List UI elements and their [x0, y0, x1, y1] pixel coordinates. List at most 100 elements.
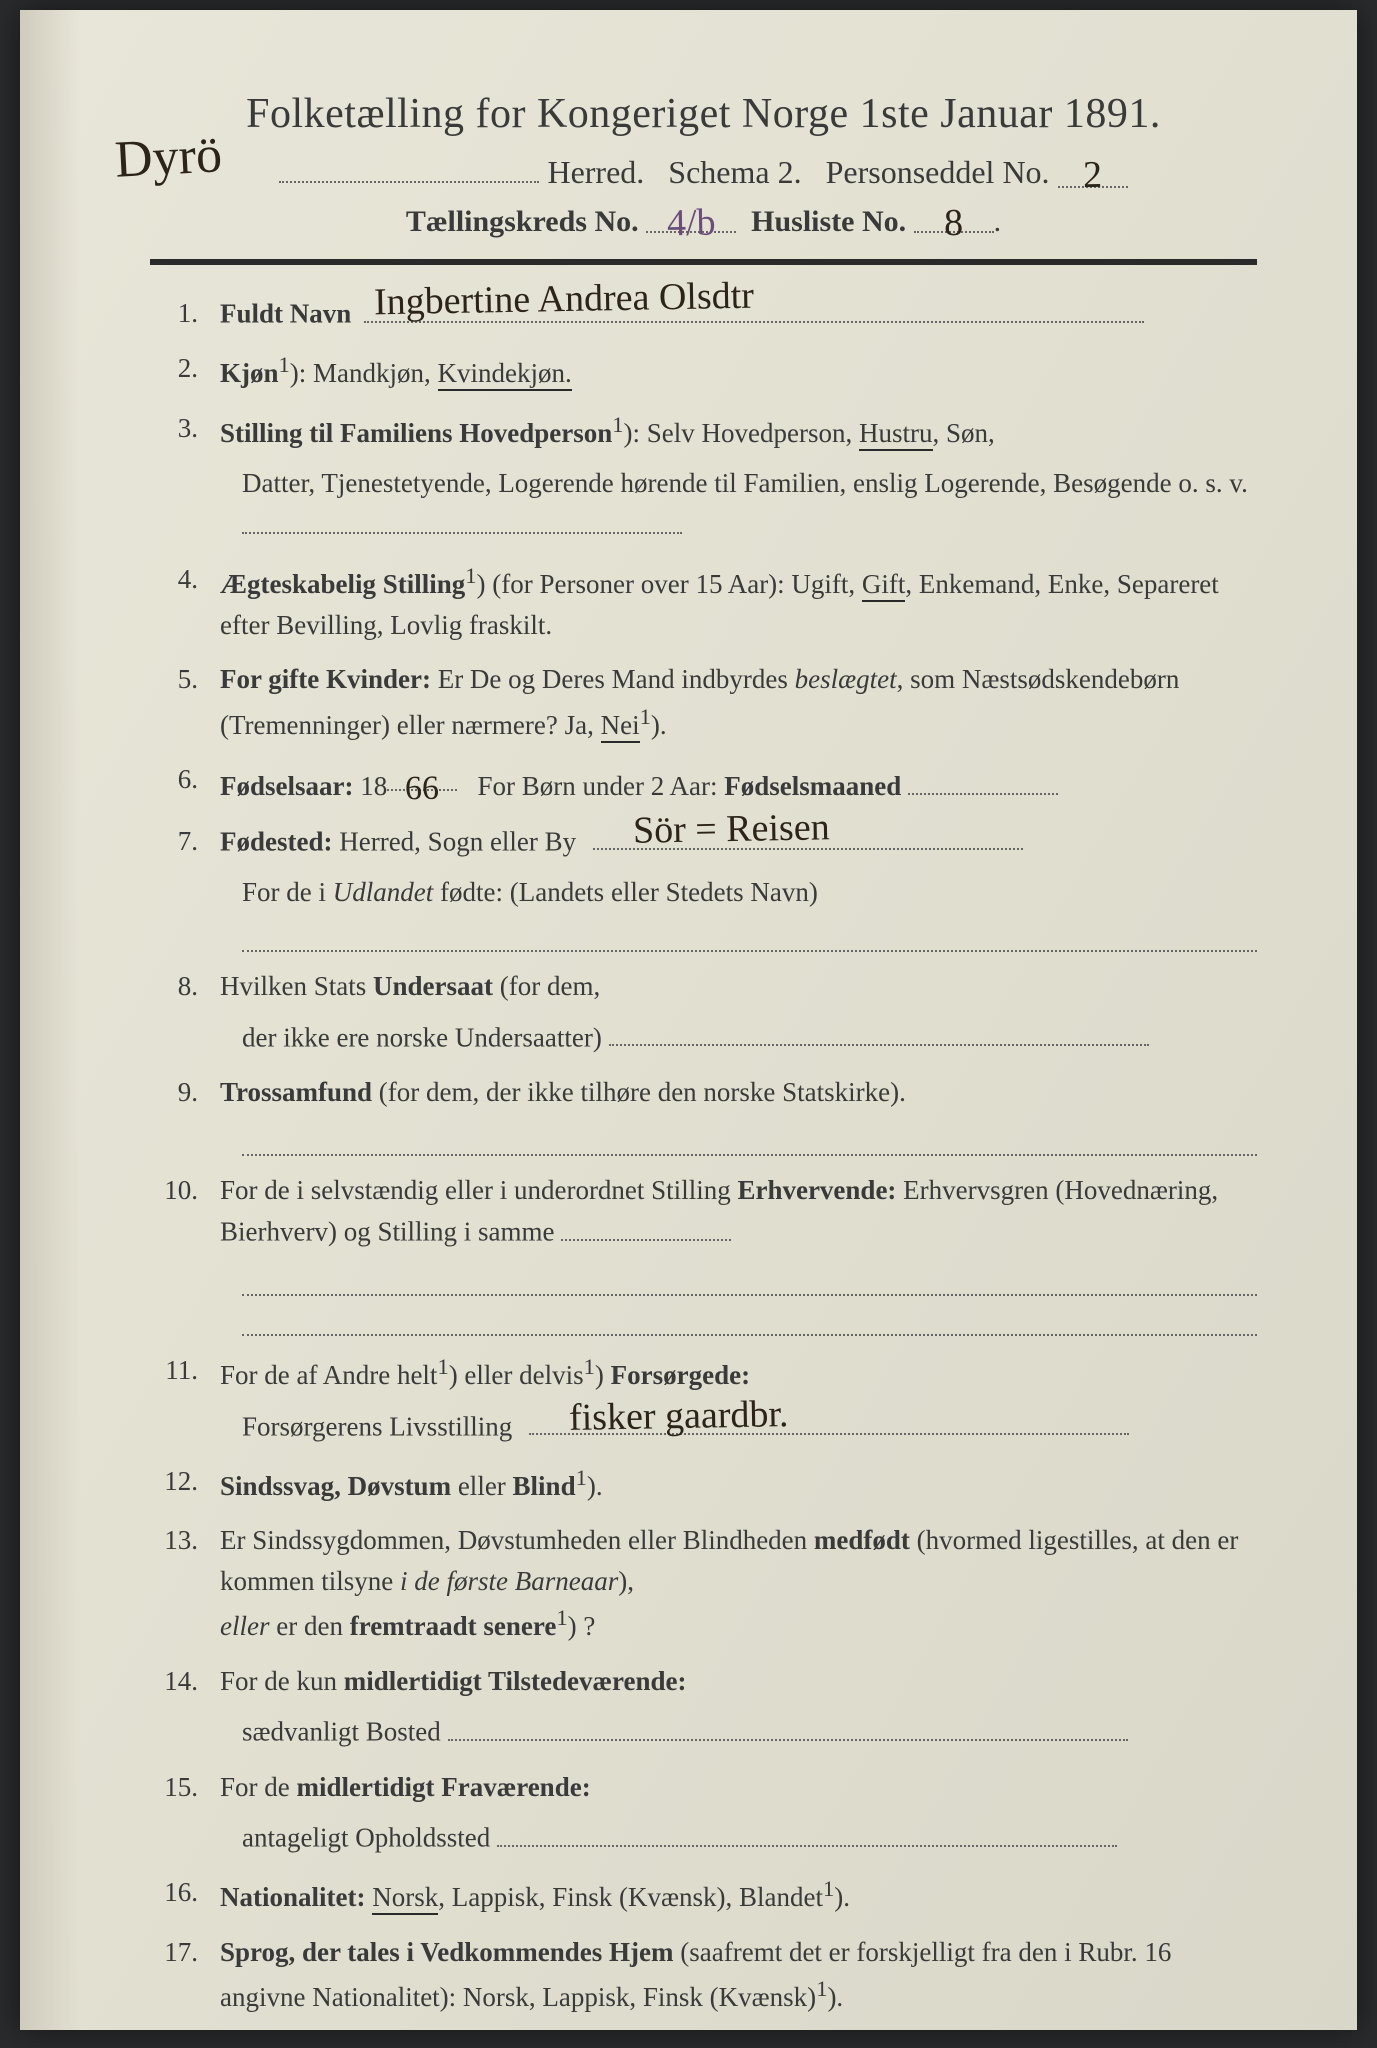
item-5: 5. For gifte Kvinder: Er De og Deres Man… [150, 659, 1257, 745]
label-fodselsmaaned: Fødselsmaaned [724, 771, 901, 801]
text: For de [220, 1772, 290, 1802]
label-medfodt: medfødt [814, 1525, 910, 1555]
header-line-1: Herred. Schema 2. Personseddel No. 2 [150, 148, 1257, 191]
item-8: 8. Hvilken Stats Undersaat (for dem, [150, 966, 1257, 1007]
selected-norsk: Norsk [372, 1882, 438, 1915]
text: Hvilken Stats [220, 971, 366, 1001]
item-1: 1. Fuldt Navn Ingbertine Andrea Olsdtr [150, 293, 1257, 334]
text: ), [618, 1566, 634, 1596]
text: sædvanligt Bosted [242, 1717, 441, 1747]
blank-dotted-row [242, 918, 1257, 952]
item-num: 14. [150, 1661, 220, 1702]
label-nationalitet: Nationalitet: [220, 1882, 365, 1912]
item-7-cont: For de i Udlandet fødte: (Landets eller … [242, 872, 1257, 913]
item-num: 11. [150, 1350, 220, 1391]
item-num: 13. [150, 1520, 220, 1561]
label-fremtraadt: fremtraadt senere [350, 1611, 557, 1641]
item-num: 4. [150, 559, 220, 600]
item-14: 14. For de kun midlertidigt Tilstedevære… [150, 1661, 1257, 1702]
sup: 1 [437, 1354, 448, 1379]
text: For de i selvstændig eller i underordnet… [220, 1175, 731, 1205]
label-kjon: Kjøn [220, 358, 279, 388]
label-sprog: Sprog, der tales i Vedkommendes Hjem [220, 1937, 674, 1967]
text: Datter, Tjenestetyende, Logerende hørend… [242, 468, 1248, 498]
item-14-cont: sædvanligt Bosted [242, 1711, 1257, 1752]
item-12: 12. Sindssvag, Døvstum eller Blind1). [150, 1461, 1257, 1507]
item-15-cont: antageligt Opholdssted [242, 1817, 1257, 1858]
label-fodselsaar: Fødselsaar: [220, 771, 353, 801]
text: Er De og Deres Mand indbyrdes [438, 664, 788, 694]
kreds-label: Tællingskreds No. [406, 205, 639, 238]
label-fodested: Fødested: [220, 826, 332, 856]
item-num: 10. [150, 1170, 220, 1211]
blank-dotted-row [242, 1122, 1257, 1156]
label-blind: Blind [513, 1471, 576, 1501]
prefix: 18 [360, 771, 387, 801]
divider-top [150, 259, 1257, 265]
label-stilling: Stilling til Familiens Hovedperson [220, 418, 612, 448]
sup: 1 [816, 1976, 827, 2001]
item-num: 16. [150, 1872, 220, 1913]
value-fuldt-navn: Ingbertine Andrea Olsdtr [374, 268, 755, 332]
text: (for dem, [500, 971, 600, 1001]
blank-dotted-row [242, 1302, 1257, 1336]
item-num: 17. [150, 1932, 220, 1973]
text: (for dem, der ikke tilhøre den norske St… [379, 1077, 906, 1107]
text: fødte: (Landets eller Stedets Navn) [440, 877, 818, 907]
item-num: 15. [150, 1767, 220, 1808]
item-4: 4. Ægteskabelig Stilling1) (for Personer… [150, 559, 1257, 645]
sup: 1 [576, 1465, 587, 1490]
text: antageligt Opholdssted [242, 1823, 490, 1853]
item-num: 1. [150, 293, 220, 334]
item-3-cont: Datter, Tjenestetyende, Logerende hørend… [242, 463, 1257, 545]
text: ): Mandkjøn, [290, 358, 431, 388]
label-forsorgede: Forsørgede: [611, 1360, 750, 1390]
item-10: 10. For de i selvstændig eller i underor… [150, 1170, 1257, 1252]
sup: 1 [465, 563, 476, 588]
text: ). [827, 1982, 843, 2012]
label-fuldt-navn: Fuldt Navn [220, 299, 351, 329]
text: For de kun [220, 1666, 337, 1696]
personseddel-label: Personseddel No. [826, 154, 1050, 190]
header-line-2: Tællingskreds No. 4/b Husliste No. 8 . [150, 197, 1257, 239]
label-undersaat: Undersaat [373, 971, 493, 1001]
year-value: 66 [405, 763, 440, 815]
item-2: 2. Kjøn1): Mandkjøn, Kvindekjøn. [150, 348, 1257, 394]
text: der ikke ere norske Undersaatter) [242, 1022, 602, 1052]
text: ). [587, 1471, 603, 1501]
item-13: 13. Er Sindssygdommen, Døvstumheden elle… [150, 1520, 1257, 1647]
item-8-cont: der ikke ere norske Undersaatter) [242, 1017, 1257, 1058]
text: , Søn, [933, 418, 995, 448]
selected-nei: Nei [601, 710, 640, 743]
text-italic: eller [220, 1611, 269, 1641]
text: For de i [242, 877, 326, 907]
husliste-no: 8 [944, 201, 964, 245]
sup: 1 [584, 1354, 595, 1379]
text: ). [834, 1882, 850, 1912]
item-num: 6. [150, 759, 220, 800]
text: ) (for Personer over 15 Aar): Ugift, [477, 569, 856, 599]
text: ) [595, 1360, 604, 1390]
label-sindssvag: Sindssvag, Døvstum [220, 1471, 451, 1501]
item-11-cont: Forsørgerens Livsstilling fisker gaardbr… [242, 1406, 1257, 1447]
census-form-page: Folketælling for Kongeriget Norge 1ste J… [20, 10, 1357, 2030]
item-16: 16. Nationalitet: Norsk, Lappisk, Finsk … [150, 1872, 1257, 1918]
text: Herred, Sogn eller By [339, 826, 576, 856]
label-trossamfund: Trossamfund [220, 1077, 372, 1107]
sup: 1 [640, 704, 651, 729]
livsstilling-value: fisker gaardbr. [569, 1386, 789, 1447]
text: ). [651, 710, 667, 740]
label-erhvervende: Erhvervende: [737, 1175, 896, 1205]
item-3: 3. Stilling til Familiens Hovedperson1):… [150, 408, 1257, 454]
text: eller [458, 1471, 506, 1501]
item-num: 9. [150, 1072, 220, 1113]
text: ): Selv Hovedperson, [624, 418, 853, 448]
item-num: 5. [150, 659, 220, 700]
text: er den [276, 1611, 343, 1641]
sup: 1 [279, 352, 290, 377]
text: ) eller delvis [449, 1360, 584, 1390]
fodested-value: Sör = Reisen [632, 799, 830, 859]
item-num: 2. [150, 348, 220, 389]
text: ) ? [568, 1611, 596, 1641]
item-9: 9. Trossamfund (for dem, der ikke tilhør… [150, 1072, 1257, 1113]
